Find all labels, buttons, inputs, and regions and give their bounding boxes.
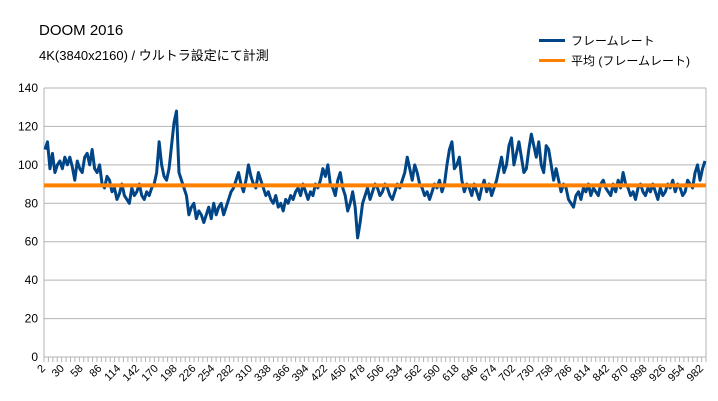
x-tick-label-30: 30 <box>50 363 67 380</box>
y-tick-label-120: 120 <box>18 119 38 133</box>
x-tick-label-646: 646 <box>459 363 480 384</box>
x-tick-label-926: 926 <box>647 363 668 384</box>
legend: フレームレート 平均 (フレームレート) <box>539 30 690 70</box>
y-tick-label-100: 100 <box>18 158 38 172</box>
y-tick-label-0: 0 <box>31 350 38 364</box>
x-tick-label-338: 338 <box>252 363 273 384</box>
x-tick-label-562: 562 <box>403 363 424 384</box>
x-tick-label-114: 114 <box>102 363 123 384</box>
y-tick-label-80: 80 <box>25 196 39 210</box>
y-tick-label-140: 140 <box>18 81 38 95</box>
series-line-framerate <box>43 109 707 240</box>
x-tick-label-394: 394 <box>290 363 311 384</box>
x-tick-label-310: 310 <box>233 363 254 384</box>
x-tick-label-982: 982 <box>685 363 706 384</box>
x-tick-label-786: 786 <box>553 363 574 384</box>
x-tick-label-534: 534 <box>384 363 405 384</box>
x-tick-label-366: 366 <box>271 363 292 384</box>
x-tick-label-702: 702 <box>497 363 518 384</box>
legend-swatch-framerate <box>539 38 565 42</box>
chart-subtitle: 4K(3840x2160) / ウルトラ設定にて計測 <box>39 48 269 63</box>
y-tick-label-40: 40 <box>25 273 39 287</box>
x-tick-label-758: 758 <box>534 363 555 384</box>
x-tick-label-170: 170 <box>139 363 160 384</box>
x-tick-label-142: 142 <box>121 363 142 384</box>
legend-label-average: 平均 (フレームレート) <box>571 53 690 68</box>
x-tick-label-590: 590 <box>421 363 442 384</box>
x-tick-label-254: 254 <box>196 363 217 384</box>
legend-label-framerate: フレームレート <box>571 33 655 48</box>
x-tick-label-86: 86 <box>87 363 104 380</box>
x-tick-label-450: 450 <box>327 363 348 384</box>
x-tick-label-870: 870 <box>609 363 630 384</box>
x-tick-label-730: 730 <box>515 363 536 384</box>
x-tick-label-506: 506 <box>365 363 386 384</box>
x-tick-label-422: 422 <box>309 363 330 384</box>
x-tick-label-674: 674 <box>478 363 499 384</box>
x-tick-label-814: 814 <box>572 363 593 384</box>
legend-swatch-average <box>539 58 565 62</box>
y-tick-label-20: 20 <box>25 312 39 326</box>
legend-item-framerate: フレームレート <box>539 30 690 50</box>
x-tick-label-618: 618 <box>440 363 461 384</box>
x-tick-label-226: 226 <box>177 363 198 384</box>
y-tick-label-60: 60 <box>25 235 39 249</box>
x-tick-label-954: 954 <box>666 363 687 384</box>
x-tick-label-58: 58 <box>69 363 86 380</box>
x-tick-label-282: 282 <box>215 363 236 384</box>
chart-title: DOOM 2016 <box>39 22 124 39</box>
x-tick-label-198: 198 <box>158 363 179 384</box>
x-tick-label-478: 478 <box>346 363 367 384</box>
x-tick-label-2: 2 <box>35 363 48 376</box>
legend-item-average: 平均 (フレームレート) <box>539 50 690 70</box>
x-tick-label-842: 842 <box>591 363 612 384</box>
x-tick-label-898: 898 <box>628 363 649 384</box>
